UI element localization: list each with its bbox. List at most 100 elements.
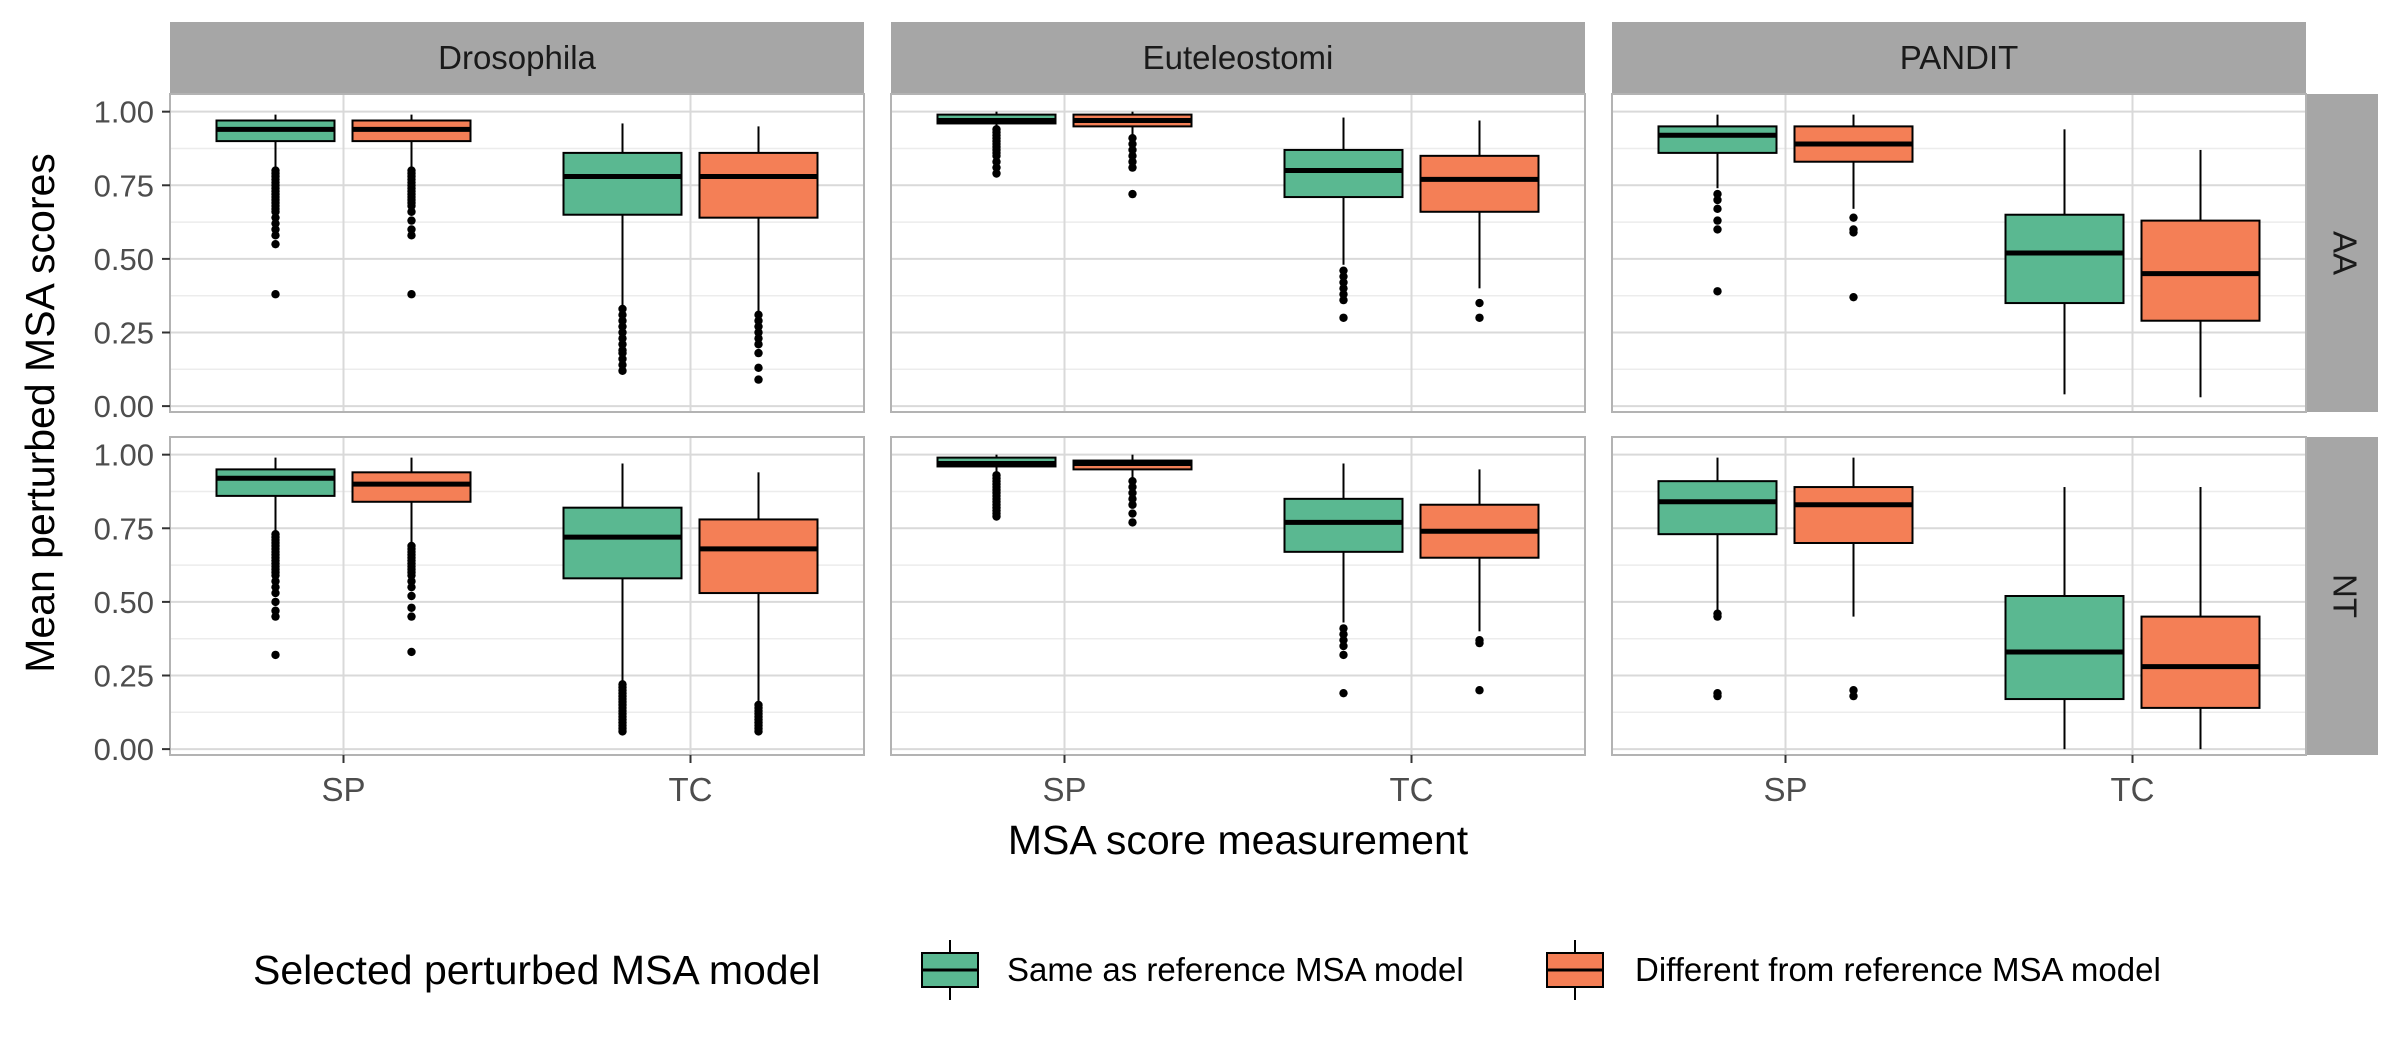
panel-pandit-aa — [1611, 93, 2307, 413]
outlier-point — [992, 512, 1001, 521]
outlier-point — [618, 316, 627, 325]
legend-label-same: Same as reference MSA model — [1007, 951, 1464, 988]
outlier-point — [1128, 494, 1137, 504]
box-body — [562, 506, 683, 580]
outlier-point — [618, 334, 627, 343]
box-sp-diff — [1793, 457, 1914, 701]
outlier-point — [271, 577, 280, 586]
outlier-point — [1713, 225, 1722, 234]
outlier-point — [407, 612, 416, 621]
box-body — [1657, 125, 1778, 154]
outlier-point — [1339, 266, 1348, 275]
y-tick-label: 0.00 — [94, 732, 154, 767]
box-body — [215, 468, 336, 497]
outlier-point — [618, 310, 627, 320]
panel-border — [169, 436, 865, 756]
box-body — [2004, 595, 2125, 701]
outlier-point — [618, 340, 627, 349]
box-tc-same — [2004, 487, 2125, 750]
outlier-point — [754, 310, 763, 320]
box-tc-same — [1283, 463, 1404, 698]
box-sp-same — [936, 111, 1057, 178]
outlier-point — [1475, 298, 1484, 308]
outlier-point — [1128, 482, 1137, 492]
outlier-point — [1128, 157, 1137, 166]
y-axis-title: Mean perturbed MSA scores — [17, 153, 63, 673]
panel-euteleostomi-aa — [890, 93, 1586, 413]
outlier-point — [1339, 272, 1348, 281]
outlier-point — [1128, 151, 1137, 161]
x-tick-label: SP — [1763, 771, 1807, 808]
panel-border — [890, 436, 1586, 756]
box-body — [1657, 480, 1778, 536]
box-sp-same — [1657, 114, 1778, 296]
outlier-point — [1475, 313, 1484, 322]
outlier-point — [407, 577, 416, 586]
outlier-point — [992, 157, 1001, 166]
outlier-point — [407, 603, 416, 612]
box-body — [1419, 154, 1540, 213]
outlier-point — [407, 207, 416, 216]
box-sp-diff — [351, 457, 472, 657]
box-tc-same — [562, 123, 683, 375]
panel-border — [890, 93, 1586, 413]
box-tc-diff — [1419, 120, 1540, 322]
outlier-point — [1713, 216, 1722, 225]
outlier-point — [1339, 278, 1348, 287]
y-tick-label: 1.00 — [94, 438, 154, 473]
box-body — [351, 471, 472, 503]
facet-strip-drosophila — [170, 22, 864, 94]
y-tick-label: 0.00 — [94, 389, 154, 424]
facet-strip-euteleostomi — [891, 22, 1585, 94]
outlier-point — [1849, 213, 1858, 222]
panel-background — [891, 437, 1585, 755]
outlier-point — [1339, 295, 1348, 305]
outlier-point — [271, 582, 280, 592]
x-tick-label: TC — [1390, 771, 1434, 808]
outlier-point — [754, 727, 763, 736]
outlier-point — [992, 163, 1001, 172]
outlier-point — [618, 328, 627, 337]
outlier-point — [271, 207, 280, 216]
box-body — [1793, 486, 1914, 544]
facet-strip-pandit — [1612, 22, 2306, 94]
box-sp-diff — [351, 114, 472, 299]
outlier-point — [407, 647, 416, 657]
outlier-point — [754, 375, 763, 384]
panel-border — [1611, 93, 2307, 413]
outlier-point — [271, 612, 280, 621]
facet-strip-aa — [2306, 94, 2378, 412]
outlier-point — [1475, 686, 1484, 695]
outlier-point — [618, 354, 627, 364]
outlier-point — [754, 348, 763, 358]
outlier-point — [618, 360, 627, 370]
outlier-point — [754, 316, 763, 325]
outlier-point — [754, 363, 763, 373]
outlier-point — [1128, 500, 1137, 509]
outlier-point — [618, 727, 627, 736]
box-sp-same — [215, 457, 336, 660]
outlier-point — [271, 231, 280, 240]
box-tc-diff — [2140, 149, 2261, 398]
outlier-point — [271, 588, 280, 598]
outlier-point — [1339, 635, 1348, 645]
x-tick-label: SP — [1042, 771, 1086, 808]
outlier-point — [407, 582, 416, 592]
facet-label-pandit: PANDIT — [1900, 39, 2019, 76]
y-tick-label: 0.25 — [94, 659, 154, 694]
outlier-point — [1128, 133, 1137, 143]
outlier-point — [1339, 630, 1348, 639]
outlier-point — [407, 290, 416, 299]
outlier-point — [271, 239, 280, 249]
panel-pandit-nt — [1611, 436, 2307, 756]
outlier-point — [1849, 228, 1858, 237]
outlier-point — [754, 340, 763, 349]
outlier-point — [1339, 641, 1348, 651]
outlier-point — [1128, 139, 1137, 149]
outlier-point — [1128, 488, 1137, 498]
box-tc-diff — [698, 472, 819, 736]
outlier-point — [1713, 195, 1722, 205]
y-tick-label: 0.75 — [94, 511, 154, 546]
